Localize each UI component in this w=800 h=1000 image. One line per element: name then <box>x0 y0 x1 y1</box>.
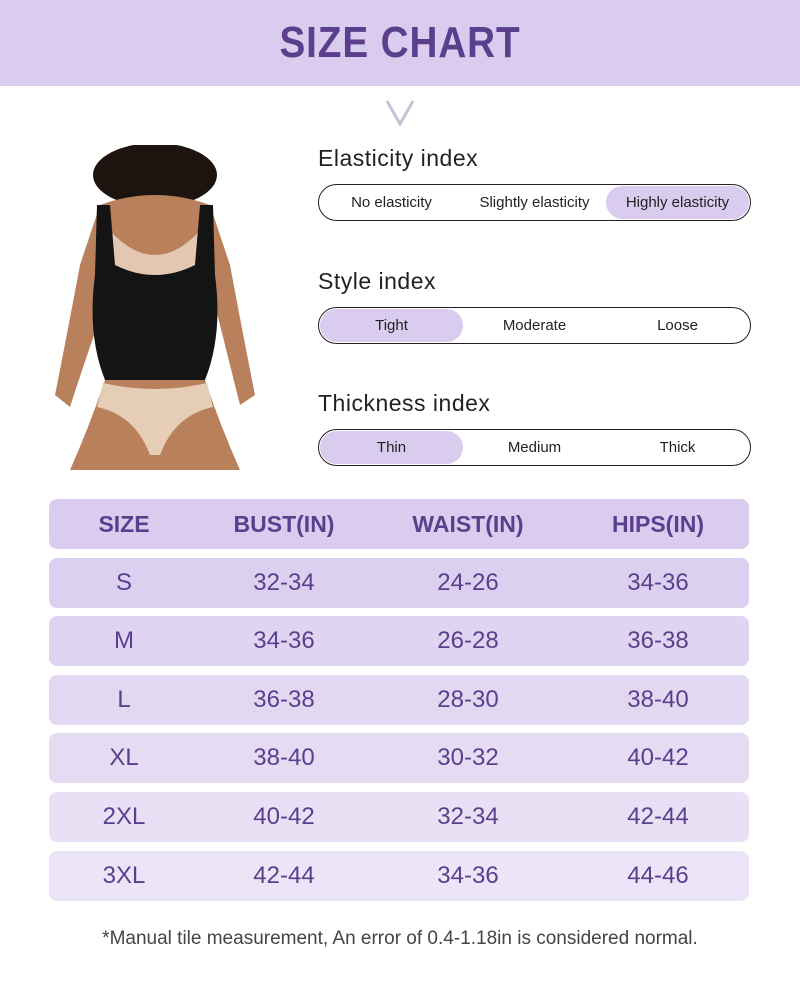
option-no-elasticity: No elasticity <box>351 194 432 211</box>
cell-hips: 42-44 <box>627 802 689 830</box>
option-highly-elasticity: Highly elasticity <box>606 186 749 219</box>
cell-size: L <box>117 685 131 713</box>
header-hips: HIPS(IN) <box>612 510 704 537</box>
header-size: SIZE <box>98 510 150 537</box>
product-model-photo <box>55 145 255 470</box>
cell-bust: 38-40 <box>253 744 315 772</box>
cell-waist: 24-26 <box>437 568 499 596</box>
option-loose: Loose <box>657 317 698 334</box>
thickness-index: Thickness index Thin Medium Thick <box>318 390 751 466</box>
cell-waist: 30-32 <box>437 744 499 772</box>
thickness-scale: Thin Medium Thick <box>318 429 751 466</box>
option-medium: Medium <box>507 439 562 456</box>
table-row: M 34-36 26-28 36-38 <box>49 616 749 667</box>
cell-hips: 36-38 <box>627 627 689 655</box>
cell-hips: 44-46 <box>627 861 689 889</box>
header-waist: WAIST(IN) <box>412 510 524 537</box>
style-scale: Tight Moderate Loose <box>318 307 751 344</box>
footnote: *Manual tile measurement, An error of 0.… <box>102 928 698 949</box>
cell-hips: 40-42 <box>627 744 689 772</box>
option-tight: Tight <box>320 309 463 342</box>
cell-bust: 40-42 <box>253 802 315 830</box>
header-bust: BUST(IN) <box>233 510 335 537</box>
title-banner: SIZE CHART <box>0 0 800 86</box>
chevron-down-icon <box>385 100 415 128</box>
table-row: 2XL 40-42 32-34 42-44 <box>49 791 749 842</box>
elasticity-scale: No elasticity Slightly elasticity Highly… <box>318 184 751 221</box>
cell-size: XL <box>109 744 139 772</box>
option-moderate: Moderate <box>502 317 567 334</box>
cell-bust: 36-38 <box>253 685 315 713</box>
table-row: L 36-38 28-30 38-40 <box>49 674 749 725</box>
thickness-index-title: Thickness index <box>318 390 491 416</box>
style-index-title: Style index <box>318 268 437 294</box>
size-table: SIZE BUST(IN) WAIST(IN) HIPS(IN) S 32-34 2… <box>49 499 749 909</box>
option-thin: Thin <box>320 431 463 464</box>
option-thick: Thick <box>659 439 696 456</box>
cell-waist: 28-30 <box>437 685 499 713</box>
cell-waist: 32-34 <box>437 802 499 830</box>
cell-size: 3XL <box>102 861 146 889</box>
table-row: XL 38-40 30-32 40-42 <box>49 733 749 784</box>
cell-hips: 38-40 <box>627 685 689 713</box>
cell-waist: 26-28 <box>437 627 499 655</box>
table-row: 3XL 42-44 34-36 44-46 <box>49 850 749 901</box>
cell-hips: 34-36 <box>627 568 689 596</box>
elasticity-index: Elasticity index No elasticity Slightly … <box>318 145 751 221</box>
cell-size: M <box>114 627 134 655</box>
style-index: Style index Tight Moderate Loose <box>318 268 751 344</box>
table-row: S 32-34 24-26 34-36 <box>49 557 749 608</box>
table-header: SIZE BUST(IN) WAIST(IN) HIPS(IN) <box>49 499 749 549</box>
cell-size: 2XL <box>102 802 146 830</box>
elasticity-index-title: Elasticity index <box>318 145 479 171</box>
cell-waist: 34-36 <box>437 861 499 889</box>
option-slightly-elasticity: Slightly elasticity <box>479 194 590 211</box>
cell-bust: 34-36 <box>253 627 315 655</box>
cell-bust: 42-44 <box>253 861 315 889</box>
cell-size: S <box>115 568 132 596</box>
page-title: SIZE CHART <box>279 18 521 67</box>
cell-bust: 32-34 <box>253 568 315 596</box>
